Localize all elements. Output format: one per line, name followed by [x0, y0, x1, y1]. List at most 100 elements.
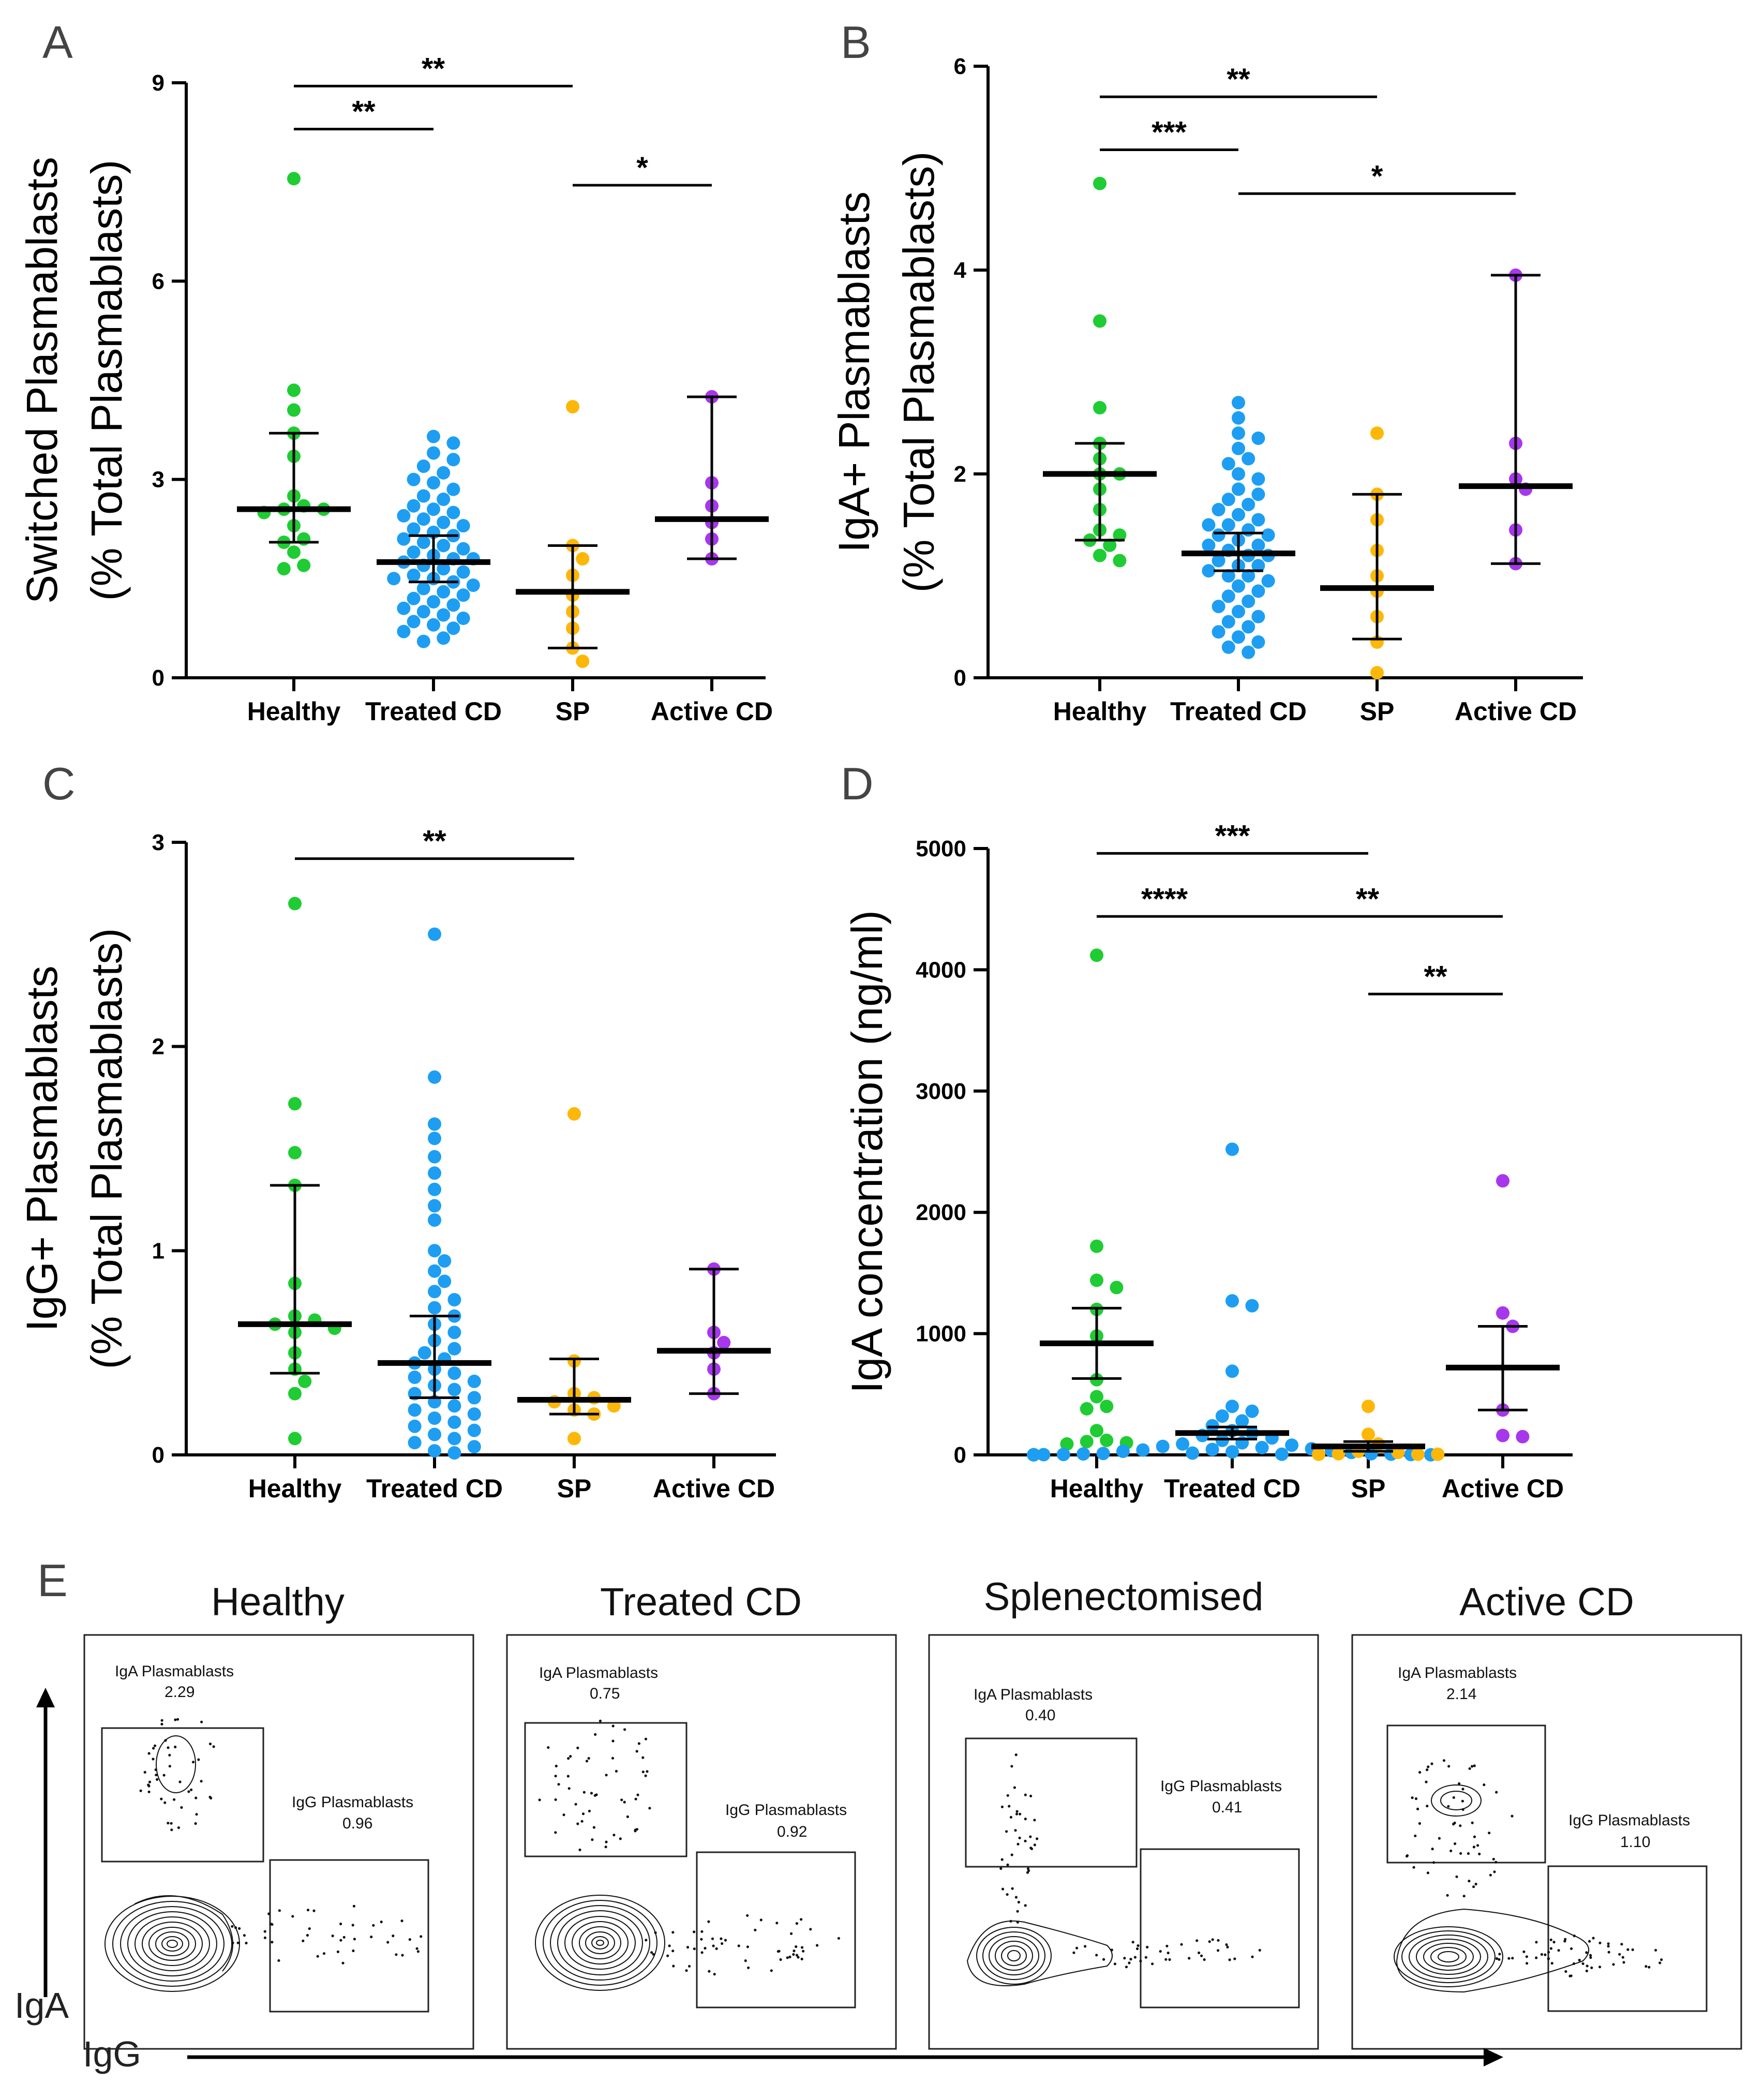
event-dot — [648, 1807, 651, 1810]
flow-frame — [1351, 1634, 1742, 2050]
event-dot — [1251, 1955, 1254, 1958]
event-dot — [1581, 1962, 1584, 1965]
event-dot — [392, 1935, 395, 1938]
data-point-treated-cd — [1221, 569, 1235, 583]
data-point-treated-cd — [467, 1440, 481, 1454]
data-point-healthy — [1090, 1239, 1103, 1253]
event-dot — [1447, 1805, 1450, 1808]
event-dot — [372, 1924, 375, 1927]
data-point-treated-cd — [1077, 1447, 1090, 1461]
event-dot — [191, 1761, 195, 1764]
data-point-treated-cd — [1221, 493, 1235, 507]
event-dot — [1180, 1943, 1183, 1946]
data-point-treated-cd — [1251, 609, 1265, 623]
data-point-treated-cd — [456, 565, 470, 579]
event-dot — [1019, 1812, 1022, 1816]
event-dot — [1217, 1949, 1220, 1952]
data-point-treated-cd — [1215, 1409, 1229, 1423]
event-dot — [594, 1733, 597, 1736]
event-dot — [685, 1969, 688, 1972]
event-dot — [1471, 1821, 1474, 1824]
data-point-treated-cd — [397, 532, 411, 546]
flow-plot-healthy: IgA Plasmablasts 2.29 IgG Plasmablasts 0… — [83, 1634, 474, 2050]
data-point-healthy — [1080, 1435, 1094, 1449]
data-point-treated-cd — [467, 1407, 481, 1421]
data-point-healthy — [298, 1374, 312, 1388]
event-dot — [1009, 1816, 1012, 1819]
data-point-treated-cd — [416, 582, 430, 596]
data-point-treated-cd — [428, 1301, 441, 1315]
event-dot — [1568, 1974, 1572, 1977]
event-dot — [1557, 1949, 1560, 1952]
event-dot — [644, 1737, 648, 1740]
event-dot — [156, 1778, 159, 1781]
data-point-treated-cd — [447, 1432, 461, 1446]
event-dot — [1446, 1894, 1449, 1897]
data-point-treated-cd — [416, 605, 430, 619]
event-dot — [554, 1775, 557, 1778]
event-dot — [1654, 1948, 1657, 1952]
event-dot — [1498, 1953, 1501, 1956]
data-point-healthy — [297, 532, 311, 546]
event-dot — [605, 1774, 608, 1777]
iga-axis-arrowhead — [36, 1688, 55, 1707]
igg-gate-label: IgG Plasmablasts — [1568, 1812, 1690, 1829]
event-dot — [567, 1757, 570, 1760]
data-point-treated-cd — [427, 502, 440, 516]
event-dot — [637, 1742, 640, 1745]
event-dot — [708, 1970, 711, 1973]
event-dot — [152, 1758, 155, 1761]
data-point-treated-cd — [1186, 1446, 1200, 1460]
event-dot — [386, 1941, 390, 1944]
event-dot — [1578, 1958, 1581, 1962]
data-point-treated-cd — [416, 634, 430, 648]
event-dot — [1110, 1948, 1113, 1952]
y-axis-label: (% Total Plasmablasts) — [82, 928, 131, 1370]
event-dot — [744, 1959, 747, 1962]
y-tick-label: 0 — [152, 1442, 165, 1468]
event-dot — [1511, 1814, 1514, 1818]
y-tick-label: 9 — [152, 70, 165, 96]
event-dot — [1550, 1962, 1553, 1965]
event-dot — [245, 1941, 248, 1945]
data-point-treated-cd — [428, 1244, 441, 1258]
significance-label: ** — [352, 95, 376, 128]
event-dot — [1026, 1867, 1030, 1870]
contour-population — [104, 1735, 240, 1992]
event-dot — [620, 1798, 623, 1802]
data-point-treated-cd — [1245, 1404, 1259, 1418]
event-dot — [1014, 1896, 1018, 1899]
event-dot — [1535, 1941, 1538, 1944]
significance-label: ** — [1227, 63, 1250, 96]
data-point-treated-cd — [437, 608, 451, 622]
data-point-healthy — [287, 383, 301, 397]
event-dot — [1146, 1945, 1149, 1948]
event-dot — [1226, 1945, 1229, 1948]
event-dot — [147, 1790, 151, 1793]
data-point-sp — [576, 654, 590, 668]
event-dot — [1586, 1965, 1589, 1968]
igg-gate-label: IgG Plasmablasts — [1160, 1778, 1282, 1795]
event-dot — [1139, 1959, 1142, 1962]
event-dot — [605, 1840, 608, 1843]
event-dot — [336, 1950, 340, 1953]
event-dot — [180, 1806, 183, 1809]
data-point-treated-cd — [407, 472, 421, 486]
y-axis-label: (% Total Plasmablasts) — [894, 152, 943, 593]
event-dot — [267, 1912, 271, 1915]
data-point-treated-cd — [1242, 452, 1255, 466]
data-point-treated-cd — [446, 436, 460, 450]
data-point-treated-cd — [1027, 1448, 1041, 1462]
event-dot — [312, 1909, 316, 1912]
data-point-treated-cd — [1056, 1448, 1070, 1462]
event-dot — [641, 1770, 645, 1774]
event-dot — [644, 1774, 647, 1777]
data-point-healthy — [1113, 554, 1127, 568]
data-point-treated-cd — [428, 927, 441, 941]
event-dot — [1133, 1956, 1137, 1959]
data-point-treated-cd — [1232, 482, 1245, 496]
event-dots — [139, 1718, 423, 1965]
y-axis-label: IgA concentration (ng/ml) — [843, 910, 891, 1393]
event-dot — [210, 1796, 213, 1799]
